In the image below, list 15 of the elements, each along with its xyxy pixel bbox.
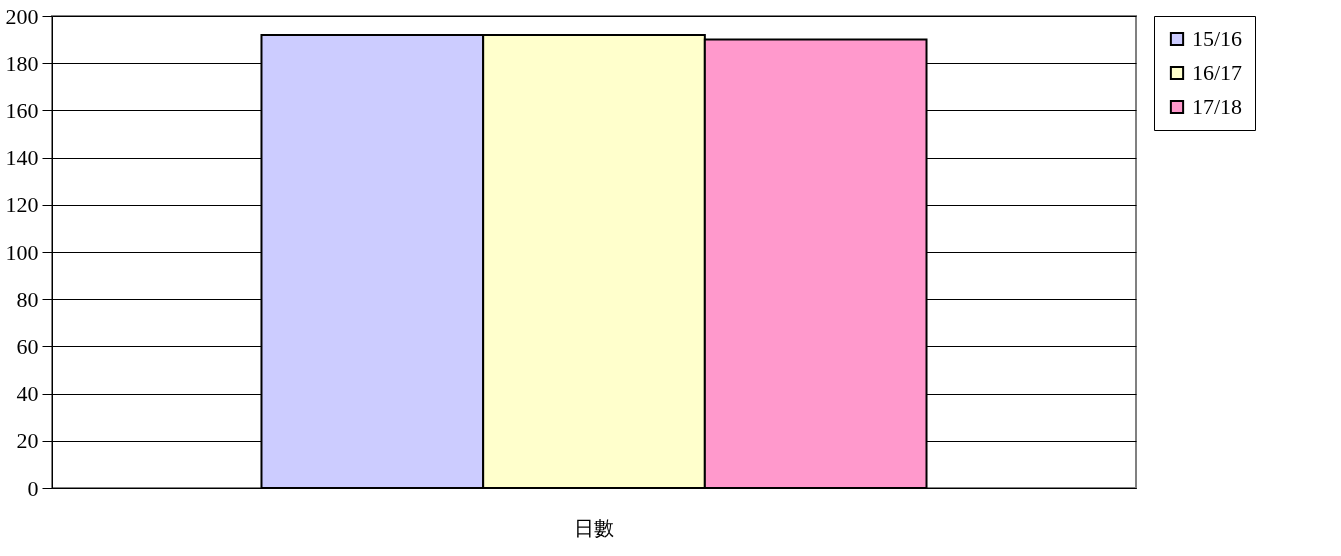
- y-tick-label: 120: [5, 192, 39, 218]
- y-tick-label: 40: [16, 381, 39, 407]
- y-tick-label: 200: [5, 3, 39, 29]
- legend-label: 15/16: [1192, 26, 1243, 51]
- y-tick-label: 100: [5, 239, 39, 265]
- y-tick-label: 20: [16, 428, 39, 454]
- legend-label: 16/17: [1192, 60, 1243, 85]
- y-tick-label: 140: [5, 145, 39, 171]
- y-tick-label: 180: [5, 50, 39, 76]
- x-tick-label: 日數: [574, 516, 614, 539]
- y-tick-label: 160: [5, 97, 39, 123]
- y-tick-label: 0: [27, 475, 39, 501]
- y-tick-label: 60: [16, 333, 39, 359]
- y-tick-label: 80: [16, 286, 39, 312]
- legend-label: 17/18: [1192, 94, 1243, 119]
